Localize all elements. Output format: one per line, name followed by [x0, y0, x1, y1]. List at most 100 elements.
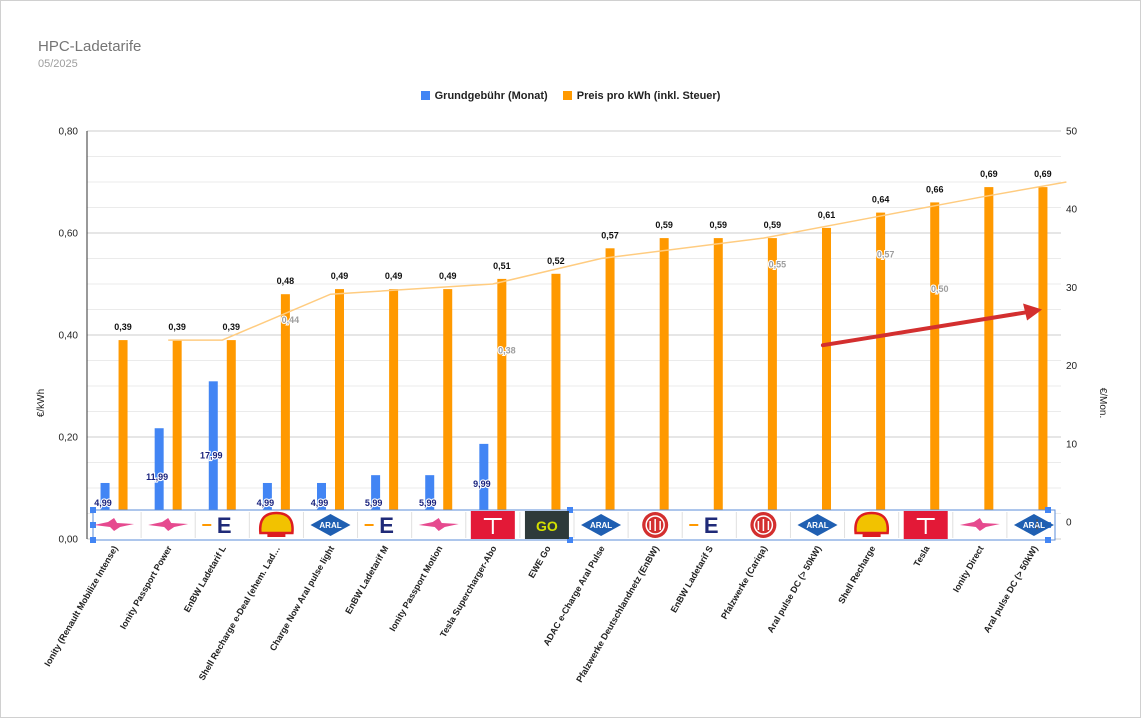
price-data-label: 0,52: [547, 256, 565, 266]
price-data-label: 0,59: [710, 220, 728, 230]
legend-item-grundgebuehr[interactable]: Grundgebühr (Monat): [420, 90, 548, 102]
aral-logo-text: ARAL: [590, 521, 612, 530]
y-right-tick-label: 30: [1066, 283, 1078, 294]
tesla-logo-t: [916, 518, 935, 534]
legend: Grundgebühr (Monat) Preis pro kWh (inkl.…: [0, 90, 1141, 102]
pfalzwerke-logo-lines: [757, 519, 770, 531]
y-left-axis-title: €/kWh: [36, 389, 47, 417]
enbw-logo: E: [379, 513, 394, 538]
bar-preis-kwh: [605, 248, 615, 540]
shell-logo-base: [267, 532, 286, 537]
price-data-label: 0,48: [277, 276, 295, 286]
x-category-label: Aral pulse DC (> 50kW): [982, 544, 1040, 635]
price-data-label: 0,69: [1034, 169, 1052, 179]
x-category-label: EnBW Ladetarif M: [343, 544, 390, 616]
bar-preis-kwh: [659, 238, 669, 539]
grundgebuehr-data-label: 11,99: [146, 472, 168, 482]
aral-logo: [310, 514, 351, 536]
selection-handle: [90, 507, 96, 513]
bar-grundgebuehr: [371, 475, 381, 539]
price-data-label: 0,39: [114, 322, 132, 332]
trend-data-label: 0,44: [282, 315, 300, 325]
bar-preis-kwh: [389, 289, 399, 539]
bar-grundgebuehr: [154, 428, 164, 539]
x-category-label: ADAC e-Charge Aral Pulse: [541, 544, 607, 647]
y-right-axis-title: €/Mon.: [1097, 388, 1108, 419]
selection-handle: [567, 537, 573, 543]
bar-preis-kwh: [497, 278, 507, 539]
x-category-label: Tesla: [912, 543, 932, 568]
x-category-label: Ionity Passport Motion: [387, 544, 444, 633]
annotation-arrow-shaft: [820, 309, 1033, 348]
aral-logo: [581, 514, 622, 536]
enbw-logo-dash: [202, 524, 212, 526]
pfalzwerke-logo-ring: [753, 515, 774, 535]
x-category-label: EnBW Ladetarif S: [669, 544, 715, 614]
price-data-label: 0,64: [872, 195, 890, 205]
more-options-icon: ⋮: [1031, 517, 1043, 531]
chart-title: HPC-Ladetarife: [38, 38, 142, 55]
legend-item-preis[interactable]: Preis pro kWh (inkl. Steuer): [562, 90, 720, 102]
x-category-label: EWE Go: [526, 544, 553, 580]
price-data-label: 0,61: [818, 210, 836, 220]
price-data-label: 0,59: [655, 220, 673, 230]
trend-data-label: 0,50: [931, 284, 949, 294]
shell-logo: [854, 511, 890, 535]
selection-handle: [1045, 507, 1051, 513]
legend-label-grundgebuehr: Grundgebühr (Monat): [434, 90, 548, 102]
price-data-label: 0,69: [980, 169, 998, 179]
y-right-tick-label: 50: [1066, 127, 1078, 138]
enbw-logo: E: [217, 513, 232, 538]
shell-logo-base: [862, 532, 881, 537]
bar-preis-kwh: [984, 187, 994, 539]
selection-handle: [90, 522, 96, 528]
bar-preis-kwh: [118, 340, 128, 539]
trend-data-label: 0,57: [877, 249, 895, 259]
bar-preis-kwh: [822, 227, 831, 539]
price-data-label: 0,49: [439, 271, 457, 281]
aral-logo-text: ARAL: [319, 521, 341, 530]
bar-preis-kwh: [172, 340, 182, 539]
y-left-tick-label: 0,00: [59, 535, 79, 546]
trend-data-label: 0,55: [769, 260, 787, 270]
price-data-label: 0,49: [385, 271, 403, 281]
enbw-logo: E: [704, 513, 719, 538]
aral-logo-text: ARAL: [806, 521, 828, 530]
bar-preis-kwh: [551, 273, 561, 539]
ewe-go-logo: [524, 511, 569, 539]
ionity-logo: [959, 518, 1000, 531]
x-category-label: Ionity Passport Power: [118, 544, 174, 631]
aral-logo: [1013, 514, 1054, 536]
bar-preis-kwh: [226, 340, 236, 539]
x-category-label: Pfalzwerke (Cariqa): [719, 544, 769, 621]
bar-grundgebuehr: [425, 475, 435, 539]
x-category-label: Shell Recharge: [836, 544, 877, 605]
aral-logo-text: ARAL: [1023, 521, 1045, 530]
grundgebuehr-data-label: 4,99: [94, 498, 112, 508]
grundgebuehr-data-label: 5,99: [365, 498, 383, 508]
selection-handle: [567, 507, 573, 513]
grundgebuehr-data-label: 5,99: [419, 498, 437, 508]
chart-subtitle: 05/2025: [38, 58, 78, 70]
ionity-logo: [94, 518, 135, 531]
annotation-arrow-head: [1023, 303, 1043, 321]
aral-logo: [797, 514, 838, 536]
selection-handle: [90, 537, 96, 543]
y-left-tick-label: 0,40: [59, 331, 79, 342]
ewe-go-logo-text: GO: [536, 518, 558, 534]
legend-swatch-preis: [562, 91, 572, 100]
bar-preis-kwh: [767, 238, 777, 539]
price-data-label: 0,39: [168, 322, 186, 332]
x-category-label: Aral pulse DC (> 50kW): [765, 544, 823, 635]
bar-preis-kwh: [713, 238, 723, 539]
bar-preis-kwh: [280, 294, 290, 539]
trend-data-label: 0,38: [498, 345, 516, 355]
enbw-logo-dash: [364, 524, 374, 526]
price-data-label: 0,49: [331, 271, 349, 281]
shell-logo: [258, 511, 294, 535]
bar-grundgebuehr: [479, 443, 489, 539]
x-category-label: Tesla Supercharger-Abo: [438, 544, 499, 639]
bar-preis-kwh: [930, 202, 940, 539]
bar-preis-kwh: [876, 212, 886, 539]
